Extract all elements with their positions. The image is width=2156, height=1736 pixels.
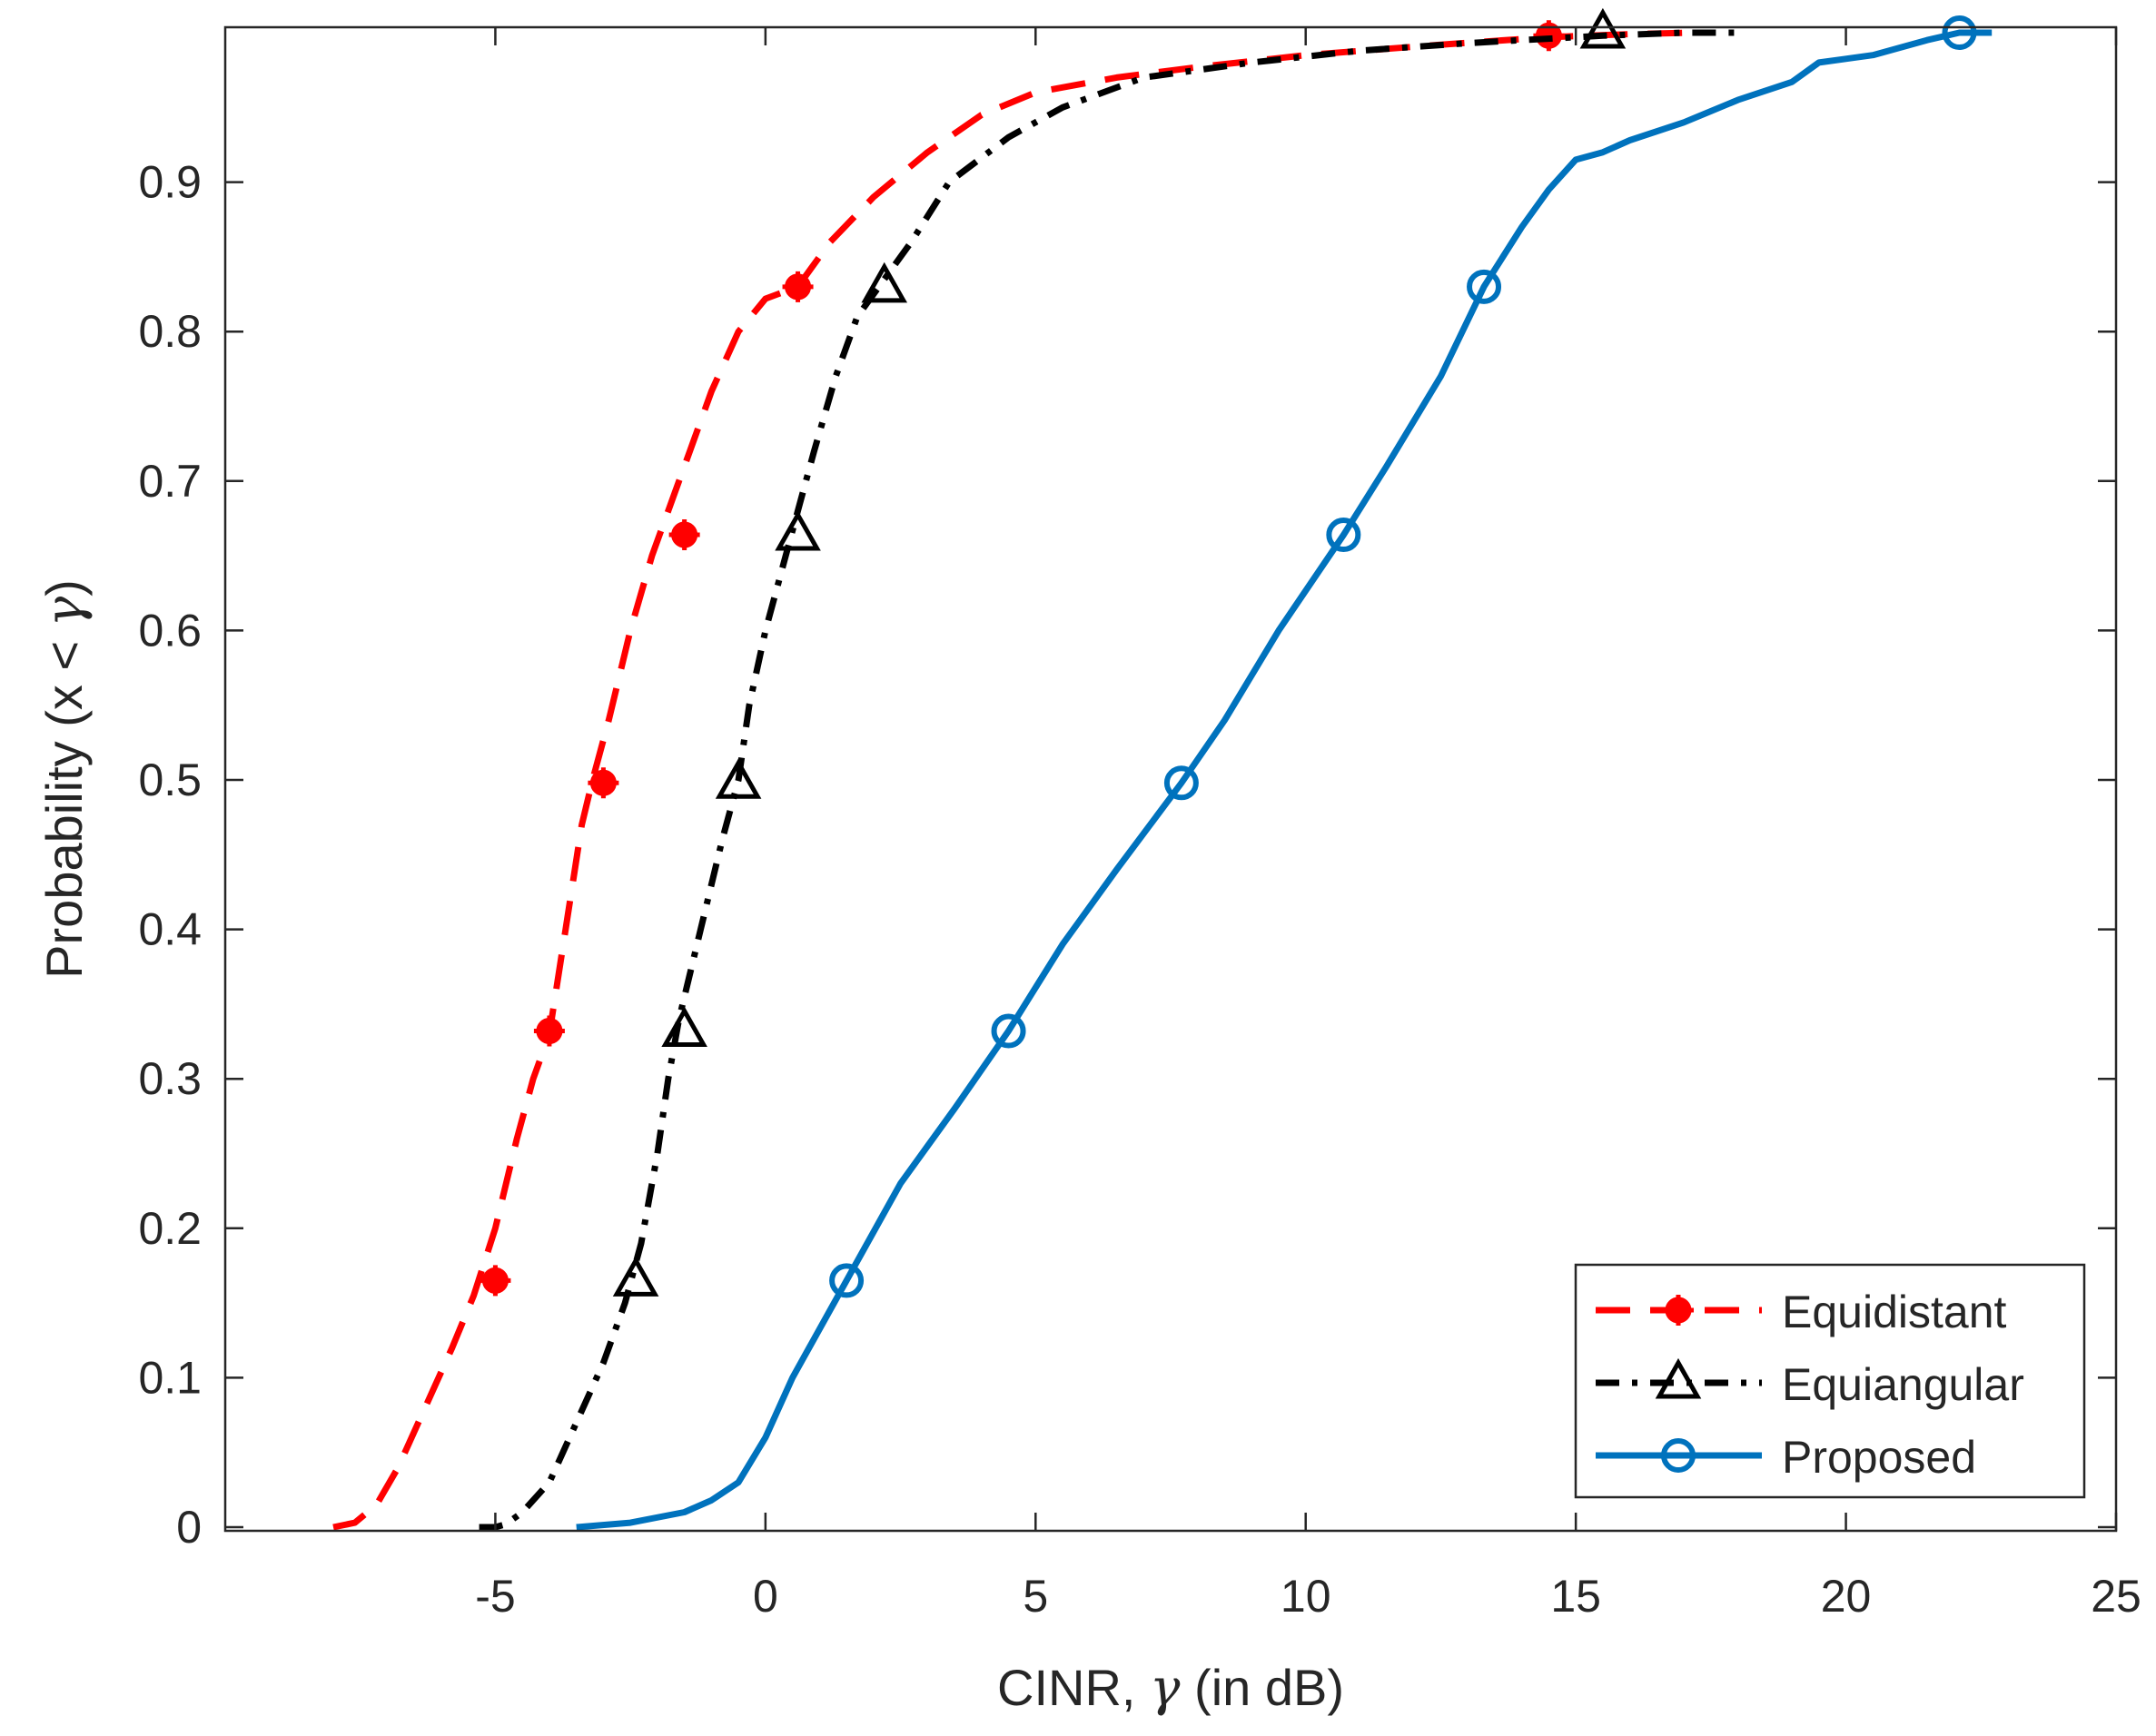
series-marker-equiangular (612, 1256, 659, 1297)
series-line-equidistant (332, 29, 1696, 1531)
legend-label-proposed: Proposed (1782, 1432, 1976, 1483)
series-marker-equidistant (588, 767, 619, 799)
plot-series-group (332, 7, 1993, 1531)
series-marker-equiangular (661, 1006, 707, 1048)
y-tick-label: 0.9 (138, 157, 202, 208)
y-tick-label: 0.2 (138, 1203, 202, 1254)
legend-marker-proposed (1661, 1438, 1696, 1473)
y-axis-title: Probability (x < γ) (35, 579, 94, 979)
x-tick-label: 0 (753, 1571, 778, 1622)
x-tick-label: 25 (2091, 1571, 2141, 1622)
legend-label-equiangular: Equiangular (1782, 1359, 2024, 1410)
series-marker-proposed (991, 1013, 1026, 1049)
legend-samples (1596, 1295, 1762, 1473)
y-tick-label: 0.4 (138, 904, 202, 955)
series-marker-equiangular (1579, 7, 1627, 49)
y-tick-label: 0.3 (138, 1053, 202, 1104)
series-marker-equidistant (668, 519, 700, 551)
x-axis-ticks: -5 0 5 10 15 20 25 (475, 27, 2141, 1622)
y-tick-label: 0.1 (138, 1352, 202, 1403)
y-tick-label: 0 (176, 1502, 202, 1553)
y-tick-label: 0.8 (138, 306, 202, 357)
series-marker-equiangular (775, 509, 821, 551)
x-tick-label: 20 (1821, 1571, 1872, 1622)
legend-marker-equidistant (1663, 1295, 1694, 1326)
x-tick-label: -5 (475, 1571, 515, 1622)
y-axis-ticks: 0 0.1 0.2 0.3 0.4 0.5 0.6 0.7 0.8 0.9 (138, 157, 2116, 1553)
series-marker-proposed (1467, 269, 1502, 304)
x-axis-title: CINR, γ (in dB) (997, 1659, 1344, 1718)
y-tick-label: 0.7 (138, 456, 202, 507)
y-tick-label: 0.5 (138, 755, 202, 805)
y-tick-label: 0.6 (138, 605, 202, 656)
series-marker-proposed (1163, 765, 1199, 801)
series-marker-proposed (1942, 15, 1977, 50)
series-line-equiangular (479, 29, 1744, 1531)
series-line-proposed (576, 29, 1993, 1531)
series-marker-proposed (1326, 518, 1361, 553)
legend: Equidistant Equiangular Proposed (1574, 1263, 2086, 1499)
x-tick-label: 15 (1550, 1571, 1601, 1622)
legend-label-equidistant: Equidistant (1782, 1287, 2006, 1337)
series-marker-equidistant (533, 1015, 565, 1047)
legend-marker-equiangular (1655, 1357, 1702, 1399)
series-marker-equidistant (480, 1265, 511, 1297)
x-tick-label: 10 (1281, 1571, 1331, 1622)
series-marker-equiangular (715, 758, 762, 799)
series-marker-equiangular (861, 261, 908, 303)
series-marker-equidistant (782, 271, 814, 302)
x-tick-label: 5 (1023, 1571, 1048, 1622)
series-marker-proposed (829, 1263, 865, 1298)
